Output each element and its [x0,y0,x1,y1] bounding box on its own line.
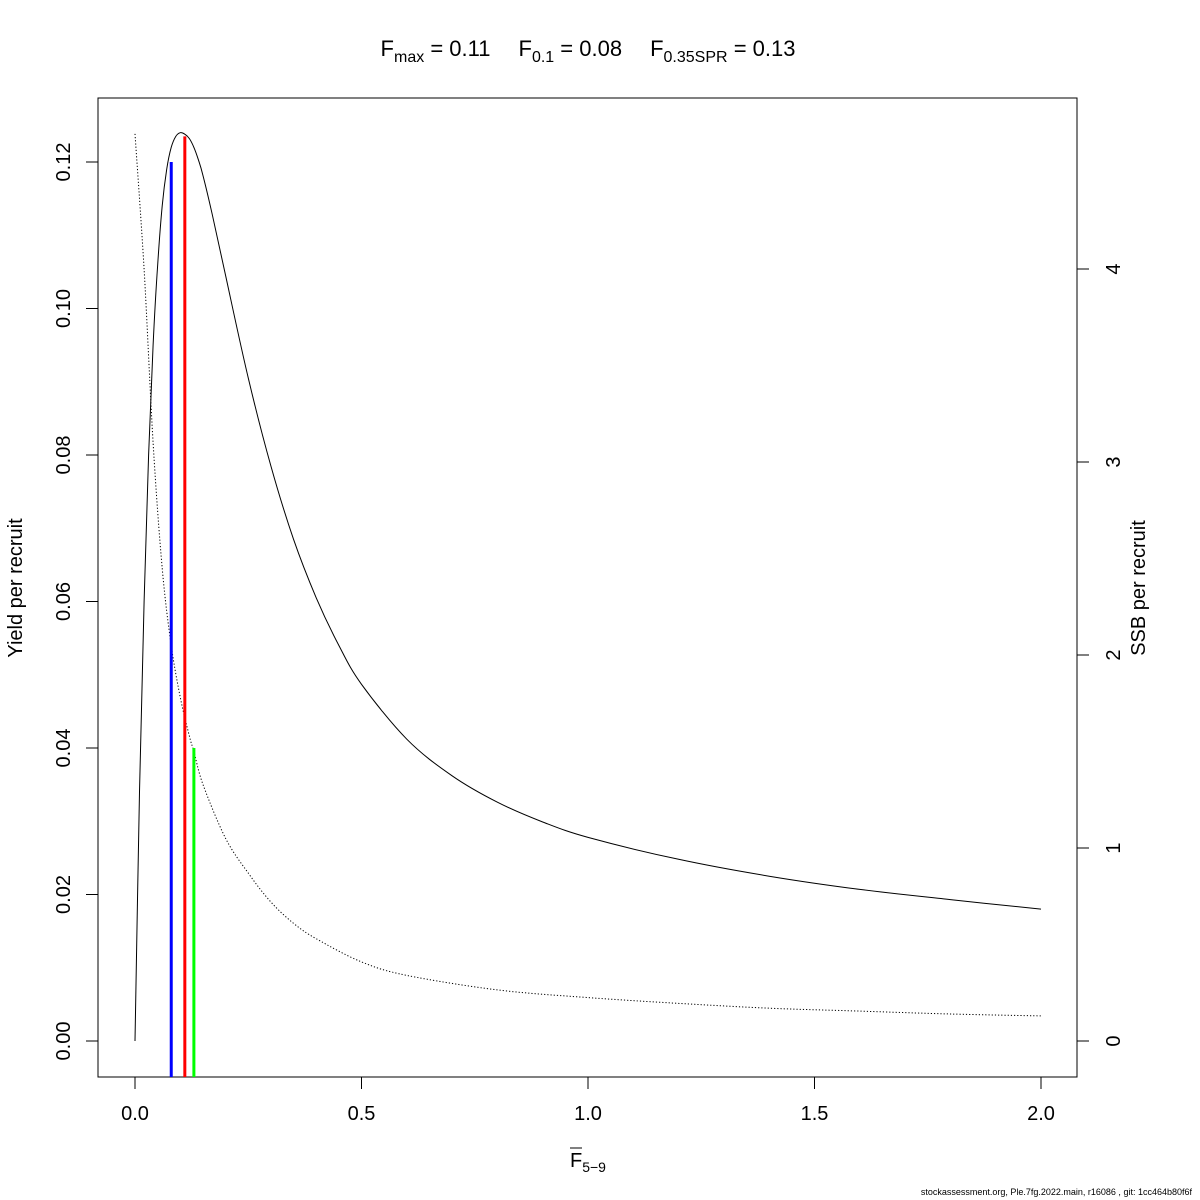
footer-provenance: stockassessment.org, Ple.7fg.2022.main, … [920,1187,1192,1197]
x-tick-label: 0.5 [348,1103,376,1125]
title-part-0-value: = 0.11 [424,36,490,61]
title-part-2-base: F [650,36,663,61]
series-layer [134,132,1042,1042]
y-left-tick-label: 0.04 [53,729,75,768]
title-part-2-sub: 0.35SPR [664,49,728,66]
title-part-0-sub: max [394,49,424,66]
y-left-tick-label: 0.02 [53,875,75,914]
ssb-per-recruit-line [134,133,1042,1017]
title-part-1-value: = 0.08 [554,36,622,61]
x-axis: 0.0 0.5 1.0 1.5 2.0 [121,1076,1055,1125]
y-right-tick-label: 0 [1103,1035,1125,1046]
x-tick-label: 2.0 [1027,1103,1055,1125]
y-right-tick-label: 1 [1103,842,1125,853]
x-axis-label-sub: 5−9 [582,1159,606,1175]
y-axis-left: 0.00 0.02 0.04 0.06 0.08 0.10 0.12 [53,143,99,1061]
plot-frame [97,97,1078,1078]
y-left-tick-label: 0.08 [53,436,75,475]
chart-title: Fmax = 0.11 F0.1 = 0.08 F0.35SPR = 0.13 [381,36,796,66]
title-part-2-value: = 0.13 [728,36,796,61]
title-part-1-sub: 0.1 [532,49,554,66]
svg-text:F5−9: F5−9 [570,1150,606,1175]
y-left-tick-label: 0.10 [53,289,75,328]
y-left-tick-label: 0.12 [53,143,75,182]
y-right-tick-label: 4 [1103,263,1125,274]
x-tick-label: 1.5 [801,1103,829,1125]
y-axis-left-label: Yield per recruit [5,518,27,658]
title-part-0-base: F [381,36,394,61]
y-left-tick-label: 0.00 [53,1022,75,1061]
x-axis-label-base: F [570,1150,582,1172]
y-axis-right: 0 1 2 3 4 [1076,263,1125,1047]
yield-per-recruit-line [134,132,1042,1042]
x-tick-label: 1.0 [574,1103,602,1125]
y-right-tick-label: 3 [1103,456,1125,467]
x-axis-label: F5−9 [570,1147,606,1175]
title-part-1-base: F [518,36,531,61]
chart-title-text: Fmax = 0.11 F0.1 = 0.08 F0.35SPR = 0.13 [381,36,796,66]
y-right-tick-label: 2 [1103,649,1125,660]
x-tick-label: 0.0 [121,1103,149,1125]
y-left-tick-label: 0.06 [53,582,75,621]
reference-lines [169,136,196,1077]
y-axis-right-label: SSB per recruit [1128,520,1150,656]
